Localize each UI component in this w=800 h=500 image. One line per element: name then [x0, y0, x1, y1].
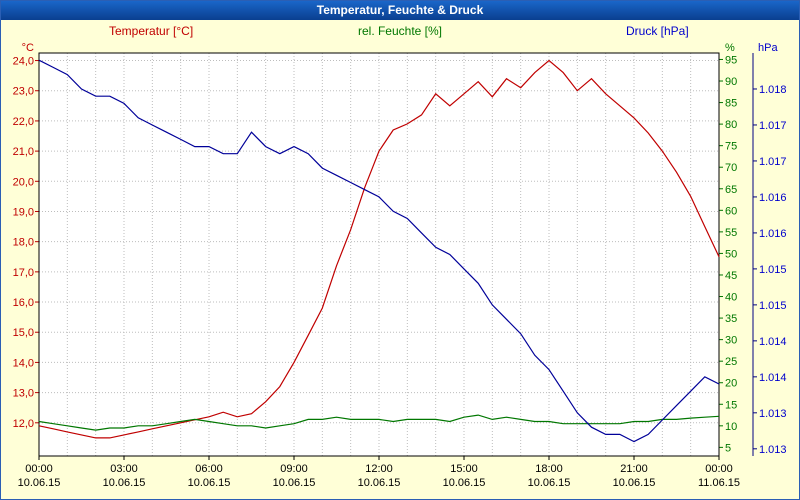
- svg-text:22,0: 22,0: [13, 116, 34, 128]
- humidity-series: [38, 414, 720, 431]
- svg-text:00:00: 00:00: [25, 463, 53, 475]
- svg-text:10.06.15: 10.06.15: [528, 477, 571, 489]
- svg-text:70: 70: [725, 162, 737, 174]
- svg-text:55: 55: [725, 227, 737, 239]
- temperature-series: [38, 59, 720, 439]
- x-axis-labels: 00:00 10.06.15 03:00 10.06.15 06:00 10.06.15 0…: [18, 456, 740, 489]
- svg-text:5: 5: [725, 442, 731, 454]
- svg-text:1.014: 1.014: [759, 372, 787, 384]
- svg-text:1.013: 1.013: [759, 444, 787, 456]
- svg-text:15:00: 15:00: [450, 463, 478, 475]
- legend-pressure-label: Druck [hPa]: [626, 24, 689, 38]
- pressure-axis-labels: 1.018 1.017 1.017 1.016 1.016 1.015 1.015 1.014…: [752, 53, 787, 456]
- svg-text:50: 50: [725, 248, 737, 260]
- legend-temperature-label: Temperatur [°C]: [109, 24, 194, 38]
- legend-humidity-label: rel. Feuchte [%]: [357, 24, 443, 38]
- svg-text:10: 10: [725, 421, 737, 433]
- svg-text:75: 75: [725, 141, 737, 153]
- svg-text:1.017: 1.017: [759, 156, 787, 168]
- plot-frame: [38, 52, 720, 457]
- svg-text:10.06.15: 10.06.15: [103, 477, 146, 489]
- svg-text:20,0: 20,0: [13, 176, 34, 188]
- svg-text:90: 90: [725, 76, 737, 88]
- svg-text:35: 35: [725, 313, 737, 325]
- pressure-axis-unit: hPa: [758, 42, 778, 54]
- pressure-series: [38, 59, 720, 443]
- svg-text:10.06.15: 10.06.15: [188, 477, 231, 489]
- svg-text:10.06.15: 10.06.15: [18, 477, 61, 489]
- plot-grid: [39, 53, 719, 456]
- svg-text:15,0: 15,0: [13, 327, 34, 339]
- svg-text:13,0: 13,0: [13, 388, 34, 400]
- humidity-axis-unit: %: [725, 42, 735, 54]
- svg-text:06:00: 06:00: [195, 463, 223, 475]
- svg-text:45: 45: [725, 270, 737, 282]
- svg-text:1.016: 1.016: [759, 228, 787, 240]
- humidity-axis-labels: 95 90 85 80 75 70 65 60 55 50 45 40 35 30 25 20 15 10 5: [719, 54, 737, 454]
- svg-text:40: 40: [725, 292, 737, 304]
- svg-text:10.06.15: 10.06.15: [443, 477, 486, 489]
- temperature-axis-labels: 24,0 23,0 22,0 21,0 20,0 19,0 18,0 17,0 16,0 15,0…: [13, 56, 39, 430]
- svg-text:60: 60: [725, 205, 737, 217]
- svg-text:1.015: 1.015: [759, 264, 787, 276]
- temperature-axis-unit: °C: [21, 42, 34, 54]
- svg-text:1.017: 1.017: [759, 120, 787, 132]
- svg-text:14,0: 14,0: [13, 357, 34, 369]
- svg-text:1.016: 1.016: [759, 192, 787, 204]
- svg-text:18:00: 18:00: [535, 463, 563, 475]
- svg-text:18,0: 18,0: [13, 237, 34, 249]
- svg-text:65: 65: [725, 184, 737, 196]
- svg-text:20: 20: [725, 378, 737, 390]
- window-title: Temperatur, Feuchte & Druck: [316, 3, 484, 17]
- svg-text:1.015: 1.015: [759, 300, 787, 312]
- svg-text:24,0: 24,0: [13, 56, 34, 68]
- svg-text:1.018: 1.018: [759, 84, 787, 96]
- svg-text:1.014: 1.014: [759, 336, 787, 348]
- svg-text:30: 30: [725, 335, 737, 347]
- svg-text:15: 15: [725, 399, 737, 411]
- svg-text:21,0: 21,0: [13, 146, 34, 158]
- svg-text:16,0: 16,0: [13, 297, 34, 309]
- svg-text:85: 85: [725, 98, 737, 110]
- svg-text:80: 80: [725, 119, 737, 131]
- svg-text:1.013: 1.013: [759, 408, 787, 420]
- svg-text:12:00: 12:00: [365, 463, 393, 475]
- svg-text:17,0: 17,0: [13, 267, 34, 279]
- svg-text:10.06.15: 10.06.15: [273, 477, 316, 489]
- svg-text:11.06.15: 11.06.15: [698, 477, 740, 489]
- svg-text:03:00: 03:00: [110, 463, 138, 475]
- svg-text:21:00: 21:00: [620, 463, 648, 475]
- svg-text:95: 95: [725, 54, 737, 66]
- svg-text:09:00: 09:00: [280, 463, 308, 475]
- svg-text:10.06.15: 10.06.15: [358, 477, 401, 489]
- window-titlebar: Temperatur, Feuchte & Druck: [1, 1, 799, 20]
- svg-text:25: 25: [725, 356, 737, 368]
- svg-text:19,0: 19,0: [13, 206, 34, 218]
- svg-text:00:00: 00:00: [705, 463, 733, 475]
- svg-text:12,0: 12,0: [13, 418, 34, 430]
- svg-text:10.06.15: 10.06.15: [613, 477, 656, 489]
- svg-text:23,0: 23,0: [13, 86, 34, 98]
